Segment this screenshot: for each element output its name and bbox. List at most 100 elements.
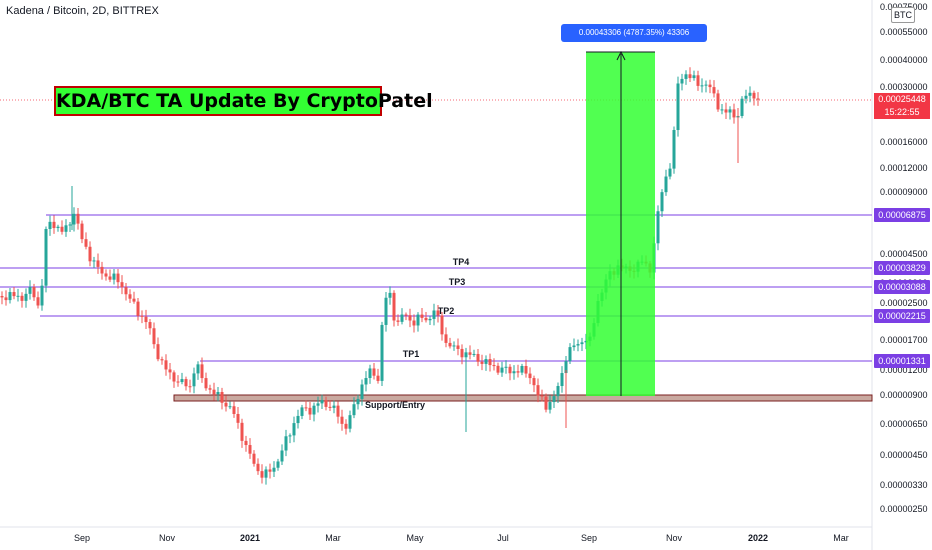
candle-body: [112, 273, 116, 280]
level-price-label: 0.00006875: [878, 210, 926, 220]
candle-body: [684, 74, 688, 79]
candle-body: [76, 213, 80, 224]
candle-body: [104, 273, 108, 277]
candle-body: [328, 406, 332, 408]
candle-body: [724, 109, 728, 113]
candle-body: [172, 372, 176, 382]
candle-body: [84, 239, 88, 247]
candle-body: [316, 403, 320, 406]
candle-body: [144, 316, 148, 323]
candle-body: [152, 328, 156, 345]
price-tick-label: 0.00012000: [880, 163, 928, 173]
candle-body: [576, 344, 580, 346]
candle-body: [292, 423, 296, 436]
candle-body: [44, 228, 48, 286]
price-tick-label: 0.00055000: [880, 27, 928, 37]
candle-body: [8, 292, 12, 301]
candle-body: [732, 109, 736, 118]
candle-body: [60, 226, 64, 232]
candle-body: [324, 400, 328, 407]
level-name-label: TP4: [453, 257, 470, 267]
support-zone: [173, 394, 873, 402]
candle-body: [420, 314, 424, 318]
candle-body: [756, 98, 760, 100]
banner-title: KDA/BTC TA Update By CryptoPatel: [54, 86, 433, 116]
candle-body: [568, 347, 572, 362]
candle-body: [296, 415, 300, 424]
candle-body: [204, 378, 208, 389]
time-tick-label: Sep: [581, 533, 597, 543]
candle-body: [348, 415, 352, 429]
candle-body: [48, 221, 52, 229]
candle-body: [132, 298, 136, 302]
level-price-label: 0.00001331: [878, 356, 926, 366]
candle-body: [716, 93, 720, 110]
candle-body: [428, 318, 432, 321]
candle-body: [656, 211, 660, 244]
candle-body: [520, 366, 524, 373]
candle-body: [36, 297, 40, 306]
price-tick-label: 0.00000330: [880, 480, 928, 490]
candle-body: [156, 344, 160, 360]
candle-body: [544, 396, 548, 410]
candle-body: [396, 320, 400, 322]
candle-body: [704, 84, 708, 86]
candle-body: [284, 436, 288, 451]
candle-body: [332, 405, 336, 408]
candle-body: [436, 310, 440, 316]
level-name-label: TP1: [403, 349, 420, 359]
candle-body: [668, 168, 672, 177]
price-tick-label: 0.00000450: [880, 450, 928, 460]
candle-body: [548, 402, 552, 410]
candle-body: [108, 276, 112, 280]
candle-body: [244, 440, 248, 446]
candle-body: [500, 367, 504, 373]
candle-body: [32, 287, 36, 298]
currency-button[interactable]: BTC: [891, 7, 915, 23]
time-tick-label: 2022: [748, 533, 768, 543]
candle-body: [676, 83, 680, 131]
candle-body: [12, 292, 16, 297]
price-tick-label: 0.00001200: [880, 365, 928, 375]
level-price-tag: [874, 280, 930, 294]
candle-body: [392, 292, 396, 321]
candle-body: [696, 75, 700, 86]
candle-body: [340, 416, 344, 424]
time-tick-label: Nov: [159, 533, 176, 543]
candle-body: [4, 297, 8, 301]
candle-body: [712, 87, 716, 94]
candle-body: [176, 381, 180, 383]
candle-body: [280, 450, 284, 462]
price-tick-label: 0.00001700: [880, 335, 928, 345]
candle-body: [472, 353, 476, 355]
candle-body: [664, 176, 668, 193]
candle-body: [452, 345, 456, 347]
candle-body: [476, 353, 480, 362]
candle-body: [728, 109, 732, 113]
candle-body: [228, 406, 232, 408]
candle-body: [180, 379, 184, 383]
last-price-badge: 0.00025448 15:22:55: [874, 93, 930, 119]
candle-body: [52, 221, 56, 229]
time-tick-label: Jul: [497, 533, 509, 543]
candle-body: [464, 352, 468, 358]
candle-body: [208, 388, 212, 390]
support-label: Support/Entry: [365, 400, 425, 410]
candle-body: [96, 260, 100, 267]
candle-body: [100, 266, 104, 274]
price-tick-label: 0.00002500: [880, 298, 928, 308]
candle-body: [488, 359, 492, 366]
candle-body: [572, 345, 576, 348]
candle-body: [556, 386, 560, 397]
candle-body: [528, 373, 532, 379]
level-price-tag: [874, 354, 930, 368]
candle-body: [752, 92, 756, 99]
candle-body: [744, 95, 748, 99]
time-tick-label: Nov: [666, 533, 683, 543]
candle-body: [468, 352, 472, 355]
candle-body: [188, 386, 192, 388]
candle-body: [532, 378, 536, 386]
candle-body: [432, 310, 436, 319]
